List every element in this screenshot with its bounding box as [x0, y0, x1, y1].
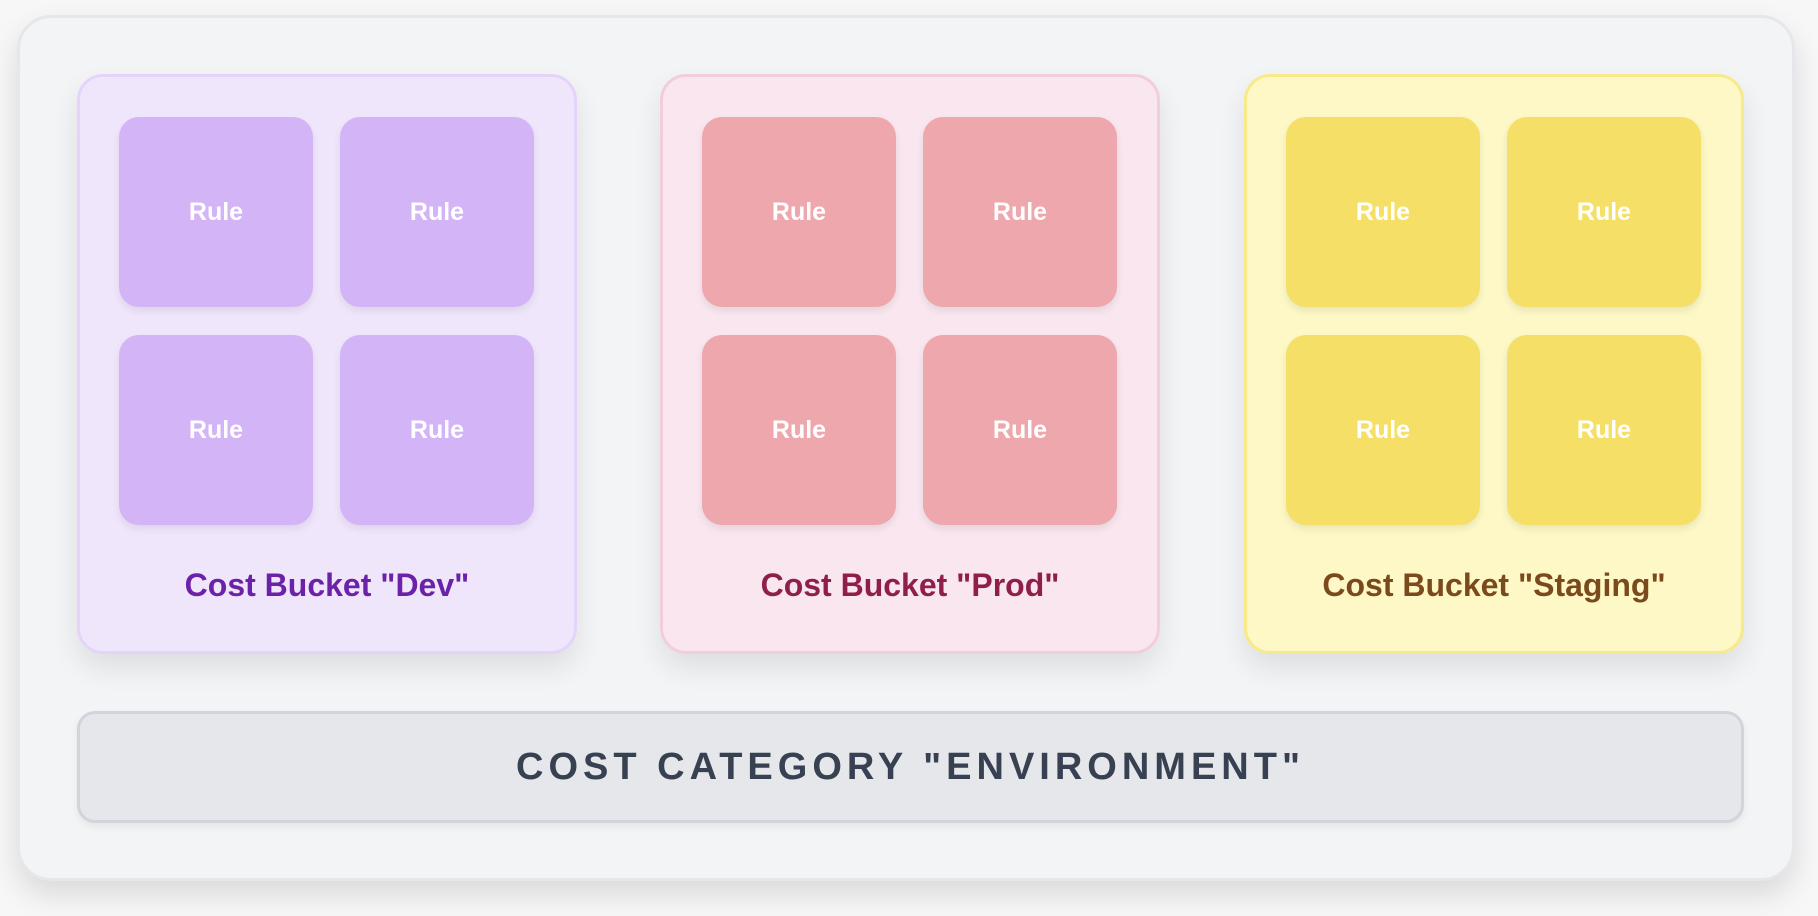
rule-box: Rule — [119, 335, 313, 525]
cost-category-bar: COST CATEGORY "ENVIRONMENT" — [77, 711, 1744, 823]
rule-box: Rule — [923, 335, 1117, 525]
rule-box: Rule — [1286, 117, 1480, 307]
rule-box: Rule — [1286, 335, 1480, 525]
rule-box: Rule — [340, 117, 534, 307]
rule-box: Rule — [340, 335, 534, 525]
bucket-label: Cost Bucket "Staging" — [1322, 567, 1666, 603]
bucket-label: Cost Bucket "Prod" — [760, 567, 1060, 603]
rule-box: Rule — [923, 117, 1117, 307]
rule-box: Rule — [119, 117, 313, 307]
bucket-staging: Rule Rule Rule Rule Cost Bucket "Staging… — [1244, 74, 1744, 654]
rule-box: Rule — [702, 335, 896, 525]
rule-box: Rule — [1507, 335, 1701, 525]
bucket-dev: Rule Rule Rule Rule Cost Bucket "Dev" — [77, 74, 577, 654]
bucket-label: Cost Bucket "Dev" — [184, 567, 470, 603]
rule-box: Rule — [1507, 117, 1701, 307]
bucket-prod: Rule Rule Rule Rule Cost Bucket "Prod" — [660, 74, 1160, 654]
rule-box: Rule — [702, 117, 896, 307]
